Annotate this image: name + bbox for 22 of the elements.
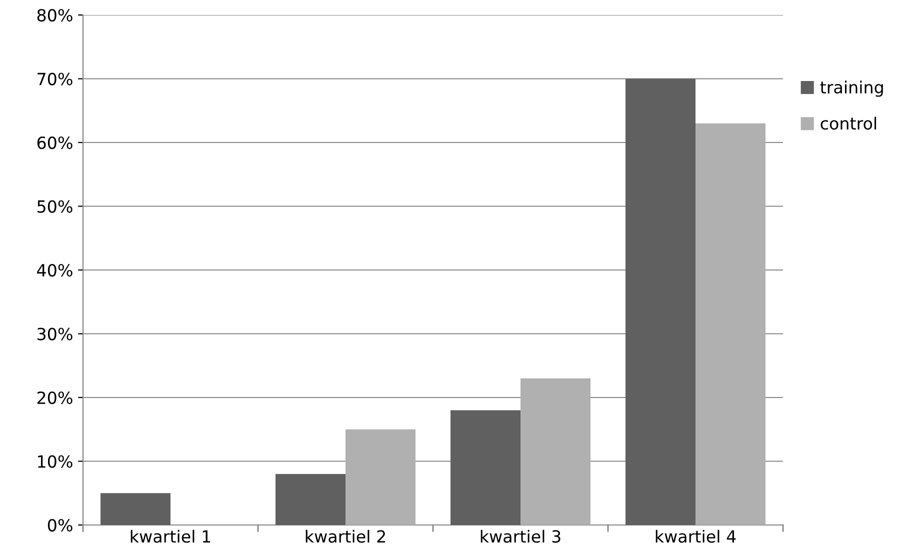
legend-label: control <box>820 116 876 130</box>
y-tick-label: 50% <box>38 200 72 213</box>
bar <box>100 493 170 525</box>
x-tick-label: kwartiel 1 <box>130 530 210 543</box>
bar <box>696 123 766 525</box>
y-tick-label: 0% <box>48 518 72 532</box>
bar <box>450 410 520 525</box>
x-tick-label: kwartiel 3 <box>480 530 560 543</box>
bar <box>346 429 416 525</box>
x-tick-label: kwartiel 4 <box>656 530 736 543</box>
y-tick-label: 10% <box>38 455 72 468</box>
x-tick-label: kwartiel 2 <box>306 530 385 543</box>
y-tick-label: 60% <box>37 136 72 150</box>
y-tick-label: 40% <box>37 264 72 277</box>
bar <box>520 378 590 525</box>
legend-label: training <box>820 80 883 97</box>
y-tick-label: 30% <box>38 328 72 340</box>
y-tick-label: 70% <box>38 72 72 86</box>
y-tick-label: 20% <box>37 391 72 404</box>
bar <box>626 78 696 525</box>
bar <box>276 474 346 525</box>
y-tick-label: 80% <box>37 8 72 22</box>
